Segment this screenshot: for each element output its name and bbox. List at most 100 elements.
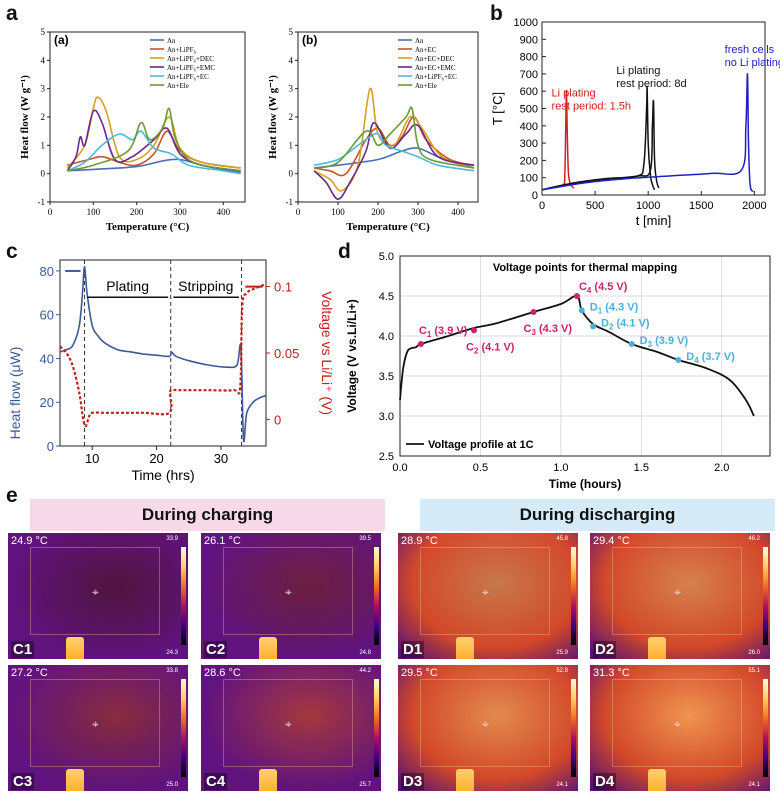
subplot-label: (a) — [54, 33, 69, 47]
x-tick-label: 0.5 — [473, 462, 488, 474]
tile-label: C3 — [11, 773, 35, 790]
scale-min: 24.3 — [166, 650, 178, 656]
series-line — [541, 73, 754, 192]
y-tick-label: 60 — [40, 308, 54, 323]
scale-max: 52.8 — [556, 668, 568, 674]
data-point — [417, 341, 424, 347]
annotation: Stripping — [178, 278, 233, 294]
plot-frame — [399, 255, 771, 457]
color-scale-bar — [181, 679, 186, 777]
y2-tick-label: 0 — [274, 412, 281, 427]
annotation: rest period: 8d — [616, 78, 686, 90]
legend-label: An+Ele — [167, 82, 189, 90]
legend-label: An+Ele — [415, 82, 437, 90]
color-scale-bar — [571, 679, 576, 777]
y-tick-label: 1 — [41, 140, 46, 150]
annotation: rest period: 1.5h — [552, 100, 632, 112]
chart-d: 2.5 3.0 3.5 4.0 4.5 5.0 0.0 0.5 1.0 1.5 2.0 Voltage… — [345, 251, 771, 491]
legend-label: An — [167, 37, 176, 45]
series-line — [313, 132, 475, 172]
thermal-image-c1: 24.9 °C 33.9 24.3 ⌖ C1 — [8, 533, 188, 659]
scale-min: 25.9 — [556, 650, 568, 656]
thermal-image-d1: 28.9 °C 45.8 25.9 ⌖ D1 — [398, 533, 578, 659]
x-tick-label: 200 — [130, 207, 144, 217]
cell-outline — [223, 679, 353, 767]
panel-label-d: d — [338, 240, 351, 263]
y2-axis-label: Voltage vs Li/Li⁺ (V) — [319, 291, 335, 415]
y-tick-label: 1000 — [514, 17, 538, 29]
series-line — [313, 121, 475, 201]
x-tick-label: 400 — [451, 207, 465, 217]
panel-label-c: c — [6, 240, 18, 263]
x-tick-label: 10 — [85, 451, 99, 466]
series-line — [313, 87, 475, 192]
scale-min: 25.7 — [359, 782, 371, 788]
panel-label-b: b — [490, 2, 503, 25]
y-tick-label: 4 — [289, 55, 294, 65]
discharging-banner: During discharging — [420, 499, 775, 531]
y-tick-label: 5.0 — [379, 251, 394, 263]
legend-label: An+EC+DEC — [415, 55, 455, 63]
scale-max: 55.1 — [748, 668, 760, 674]
y-tick-label: 0 — [532, 190, 538, 202]
chart-b: 0 500 1000 1500 2000 0 100 200 300 400 500 600 700 80… — [490, 17, 780, 228]
scale-max: 33.9 — [166, 536, 178, 542]
point-label: D4 (3.7 V) — [686, 351, 735, 365]
center-temperature: 26.1 °C — [204, 535, 241, 547]
y-tick-label: 3 — [41, 84, 46, 94]
scale-min: 24.1 — [556, 782, 568, 788]
x-tick-label: 0 — [539, 200, 545, 212]
y-axis-label: Heat flow (W g⁻¹) — [19, 75, 31, 159]
series-line — [67, 107, 241, 172]
center-temperature: 29.5 °C — [401, 667, 438, 679]
x-tick-label: 0 — [48, 207, 53, 217]
data-point — [675, 357, 682, 363]
cell-outline — [223, 547, 353, 635]
thermal-image-c2: 26.1 °C 39.5 24.8 ⌖ C2 — [201, 533, 381, 659]
series-line — [313, 147, 475, 169]
cell-outline — [612, 679, 742, 767]
annotation: fresh cells — [725, 44, 775, 56]
annotation: no Li plating — [725, 57, 780, 69]
y-tick-label: 0 — [47, 439, 54, 454]
thermal-image-d4: 31.3 °C 55.1 24.1 ⌖ D4 — [590, 665, 770, 791]
x-tick-label: 100 — [331, 207, 345, 217]
y-tick-label: 3.5 — [379, 371, 394, 383]
charging-banner: During charging — [30, 499, 385, 531]
point-label: D1 (4.3 V) — [590, 301, 639, 315]
legend-label: An+EC+EMC — [415, 64, 456, 72]
y2-tick-label: 0.05 — [274, 346, 299, 361]
scale-max: 45.8 — [556, 536, 568, 542]
chart-c: 10 20 30 0 20 40 60 80 0 0.05 0.1 Time (hrs) Heat fl… — [7, 259, 335, 483]
x-tick-label: 300 — [173, 207, 187, 217]
y-tick-label: 3.0 — [379, 411, 394, 423]
chart-title: Voltage points for thermal mapping — [493, 262, 677, 274]
series-line — [66, 109, 241, 172]
cell-tab — [648, 769, 666, 791]
y-tick-label: 600 — [520, 86, 538, 98]
series-line — [59, 265, 267, 443]
y-tick-label: 100 — [520, 173, 538, 185]
center-temperature: 24.9 °C — [11, 535, 48, 547]
series-line — [313, 106, 475, 169]
data-point — [578, 307, 585, 314]
x-axis-label: Time (hours) — [549, 477, 621, 491]
color-scale-bar — [374, 547, 379, 645]
x-axis-label: Time (hrs) — [131, 467, 194, 483]
subplot-label: (b) — [302, 33, 317, 47]
legend-label: An+LiPF₆+EC — [167, 73, 209, 81]
x-tick-label: 1500 — [689, 200, 713, 212]
point-label: D3 (3.9 V) — [640, 335, 689, 349]
x-axis-label: Temperature (°C) — [346, 221, 430, 233]
cell-outline — [612, 547, 742, 635]
x-axis-label: Temperature (°C) — [106, 221, 190, 233]
point-label: C1 (3.9 V) — [419, 325, 468, 339]
y-tick-label: 5 — [41, 27, 46, 37]
color-scale-bar — [763, 679, 768, 777]
y-axis-label: Voltage (V vs.Li/Li+) — [345, 299, 359, 412]
scale-min: 24.1 — [748, 782, 760, 788]
y2-tick-label: 0.1 — [274, 280, 292, 295]
crosshair-icon: ⌖ — [285, 717, 292, 731]
annotation: Li plating — [552, 87, 596, 99]
